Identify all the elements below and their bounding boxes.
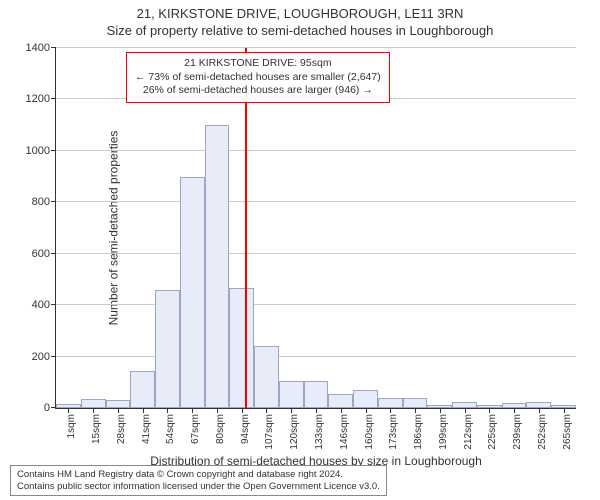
histogram-bar: [378, 398, 403, 408]
x-tick-mark: [192, 408, 193, 413]
x-tick-label: 15sqm: [91, 414, 102, 444]
x-tick-label: 252sqm: [537, 414, 548, 450]
plot-area: Number of semi-detached properties 02004…: [55, 48, 576, 409]
info-line-1: 21 KIRKSTONE DRIVE: 95sqm: [135, 57, 381, 71]
info-box: 21 KIRKSTONE DRIVE: 95sqm ← 73% of semi-…: [126, 52, 390, 103]
y-tick-label: 1400: [26, 42, 56, 54]
grid-line: [56, 304, 576, 305]
x-tick-label: 67sqm: [190, 414, 201, 444]
x-tick-label: 160sqm: [364, 414, 375, 450]
histogram-bar: [81, 399, 106, 408]
x-tick-label: 173sqm: [388, 414, 399, 450]
histogram-bar: [180, 177, 205, 408]
footer-attribution: Contains HM Land Registry data © Crown c…: [10, 465, 387, 496]
x-tick-label: 107sqm: [264, 414, 275, 450]
y-tick-label: 200: [32, 351, 56, 363]
grid-line: [56, 356, 576, 357]
chart-container: 21, KIRKSTONE DRIVE, LOUGHBOROUGH, LE11 …: [0, 0, 600, 500]
x-tick-label: 120sqm: [289, 414, 300, 450]
x-tick-mark: [440, 408, 441, 413]
histogram-bar: [106, 400, 131, 408]
x-tick-mark: [266, 408, 267, 413]
x-tick-mark: [366, 408, 367, 413]
x-tick-label: 225sqm: [487, 414, 498, 450]
x-tick-mark: [415, 408, 416, 413]
histogram-bar: [353, 390, 378, 408]
histogram-bar: [328, 394, 353, 408]
x-tick-mark: [514, 408, 515, 413]
x-tick-mark: [217, 408, 218, 413]
x-tick-mark: [93, 408, 94, 413]
x-tick-mark: [341, 408, 342, 413]
x-tick-mark: [291, 408, 292, 413]
x-tick-label: 1sqm: [66, 414, 77, 438]
x-tick-label: 265sqm: [562, 414, 573, 450]
histogram-bar: [130, 371, 155, 408]
chart-title-sub: Size of property relative to semi-detach…: [0, 21, 600, 38]
x-tick-label: 41sqm: [141, 414, 152, 444]
histogram-bar: [279, 381, 304, 408]
y-tick-label: 800: [32, 196, 56, 208]
y-tick-label: 400: [32, 299, 56, 311]
x-tick-mark: [539, 408, 540, 413]
grid-line: [56, 253, 576, 254]
footer-line-1: Contains HM Land Registry data © Crown c…: [17, 469, 380, 480]
histogram-bar: [155, 290, 180, 408]
histogram-bar: [205, 125, 230, 408]
x-tick-label: 199sqm: [438, 414, 449, 450]
x-tick-label: 94sqm: [240, 414, 251, 444]
histogram-bar: [304, 381, 329, 408]
y-tick-label: 1200: [26, 93, 56, 105]
y-tick-label: 0: [44, 402, 56, 414]
x-tick-mark: [167, 408, 168, 413]
footer-line-2: Contains public sector information licen…: [17, 481, 380, 492]
x-tick-label: 186sqm: [413, 414, 424, 450]
x-tick-label: 239sqm: [512, 414, 523, 450]
info-line-3: 26% of semi-detached houses are larger (…: [135, 84, 381, 98]
chart-title-main: 21, KIRKSTONE DRIVE, LOUGHBOROUGH, LE11 …: [0, 0, 600, 21]
grid-line: [56, 150, 576, 151]
x-tick-mark: [242, 408, 243, 413]
y-tick-label: 600: [32, 248, 56, 260]
histogram-bar: [254, 346, 279, 408]
y-axis-label: Number of semi-detached properties: [106, 131, 120, 326]
x-tick-mark: [489, 408, 490, 413]
grid-line: [56, 201, 576, 202]
histogram-bar: [403, 398, 428, 408]
x-tick-mark: [465, 408, 466, 413]
y-tick-label: 1000: [26, 145, 56, 157]
x-tick-mark: [564, 408, 565, 413]
info-line-2: ← 73% of semi-detached houses are smalle…: [135, 71, 381, 85]
x-tick-mark: [68, 408, 69, 413]
x-tick-label: 80sqm: [215, 414, 226, 444]
x-tick-label: 146sqm: [339, 414, 350, 450]
x-tick-mark: [143, 408, 144, 413]
x-tick-label: 133sqm: [314, 414, 325, 450]
x-tick-mark: [118, 408, 119, 413]
x-tick-mark: [316, 408, 317, 413]
x-tick-label: 54sqm: [165, 414, 176, 444]
histogram-bar: [229, 288, 254, 408]
x-tick-mark: [390, 408, 391, 413]
x-tick-label: 28sqm: [116, 414, 127, 444]
grid-line: [56, 47, 576, 48]
x-tick-label: 212sqm: [463, 414, 474, 450]
